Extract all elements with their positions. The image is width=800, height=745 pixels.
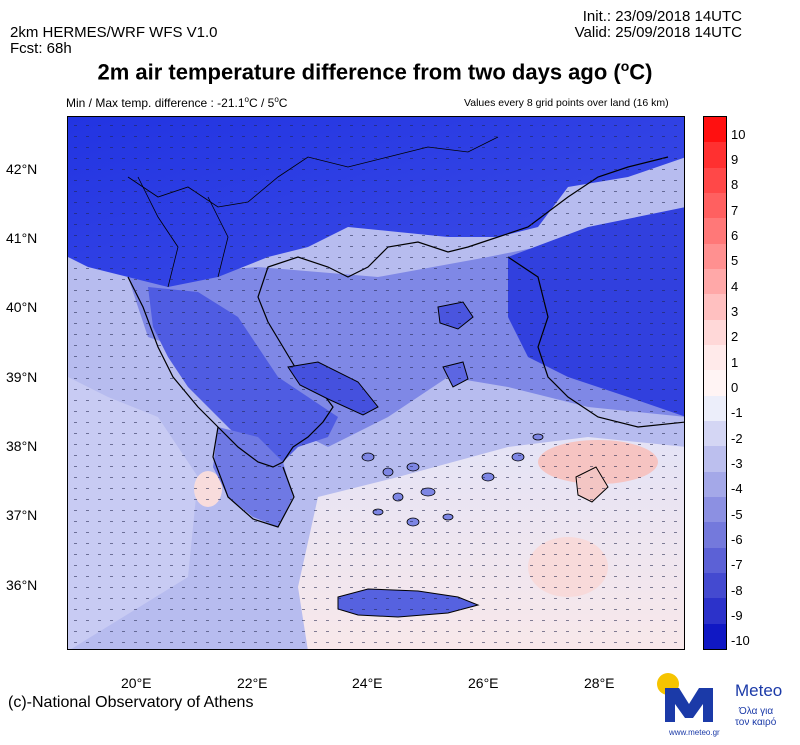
warm-patch-south	[528, 537, 608, 597]
colorbar-segment	[704, 573, 726, 599]
colorbar-segment	[704, 370, 726, 397]
colorbar-segment	[704, 623, 726, 650]
colorbar-segment	[704, 446, 726, 473]
chios	[442, 361, 469, 388]
brand-tagline-2: τον καιρό	[735, 716, 777, 728]
lat-label-36: 36°N	[6, 577, 38, 593]
grid-values	[74, 125, 677, 643]
colorbar-segment	[704, 142, 726, 169]
brand-name: Meteo	[735, 681, 782, 700]
colorbar-segment	[704, 395, 726, 422]
lat-label-42: 42°N	[6, 161, 38, 177]
colorbar-segment	[704, 345, 726, 371]
cyclades-islands	[361, 433, 544, 527]
lat-label-38: 38°N	[6, 438, 38, 454]
crete	[337, 588, 480, 618]
lat-label-39: 39°N	[6, 369, 38, 385]
coastline-main	[127, 156, 669, 468]
lat-label-40: 40°N	[6, 299, 38, 315]
country-border-west	[137, 176, 229, 288]
colorbar-label: 3	[731, 304, 739, 319]
colorbar-segment	[704, 218, 726, 245]
colorbar-segment	[704, 319, 726, 346]
lon-label-20: 20°E	[121, 675, 152, 691]
lon-label-24: 24°E	[352, 675, 383, 691]
colorbar-segment	[704, 243, 726, 270]
colorbar-label: 7	[731, 202, 739, 218]
colorbar-segment	[704, 294, 726, 321]
colorbar-label: 2	[731, 329, 739, 345]
colorbar-segment	[704, 547, 726, 574]
lon-label-22: 22°E	[237, 675, 268, 691]
colorbar-label: 4	[731, 278, 739, 294]
colorbar-label: -4	[731, 481, 743, 497]
temperature-map	[67, 116, 685, 650]
lon-label-28: 28°E	[584, 675, 615, 691]
colorbar-label: -7	[731, 557, 743, 573]
lon-label-26: 26°E	[468, 675, 499, 691]
colorbar-label: -8	[731, 582, 743, 598]
euboea	[287, 361, 379, 416]
peloponnese	[213, 427, 293, 527]
colorbar-label: -2	[731, 430, 743, 446]
colorbar	[703, 116, 727, 650]
brand-url: www.meteo.gr	[668, 728, 720, 737]
forecast-hour: Fcst: 68h	[10, 40, 72, 57]
lat-label-41: 41°N	[6, 230, 38, 246]
colorbar-segment	[704, 269, 726, 295]
map-canvas	[68, 117, 684, 649]
colorbar-label: -3	[731, 456, 743, 471]
colorbar-segment	[704, 598, 726, 625]
brand-tagline-1: Όλα για	[738, 706, 773, 717]
colorbar-label: 5	[731, 253, 739, 269]
rhodes	[575, 466, 609, 503]
meteo-logo: Meteo Όλα για τον καιρό www.meteo.gr	[655, 670, 795, 740]
colorbar-label: -5	[731, 506, 743, 522]
warm-patch-dodecanese	[538, 440, 658, 484]
lat-label-37: 37°N	[6, 507, 38, 523]
colorbar-label: -9	[731, 608, 743, 623]
map-title: 2m air temperature difference from two d…	[97, 58, 653, 85]
colorbar-segment	[704, 497, 726, 523]
colorbar-label: -6	[731, 532, 743, 547]
lesvos	[437, 301, 474, 330]
colorbar-segment	[704, 522, 726, 549]
colorbar-label: -10	[731, 633, 750, 649]
colorbar-label: 1	[731, 354, 739, 370]
colorbar-segment	[704, 421, 726, 447]
colorbar-segment	[704, 117, 726, 143]
colorbar-segment	[704, 193, 726, 219]
credit-text: (c)-National Observatory of Athens	[8, 694, 254, 711]
m-logo-icon	[665, 688, 713, 722]
colorbar-label: 10	[731, 126, 746, 142]
colorbar-label: 8	[731, 177, 739, 193]
minmax-label: Min / Max temp. difference : -21.1oC / 5…	[66, 95, 288, 110]
colorbar-label: 0	[731, 380, 739, 395]
colorbar-segment	[704, 167, 726, 194]
values-note: Values every 8 grid points over land (16…	[464, 97, 669, 109]
init-time: Init.: 23/09/2018 14UTC	[582, 8, 742, 25]
colorbar-segment	[704, 471, 726, 498]
cold-core-anatolia	[508, 207, 684, 417]
colorbar-label: 6	[731, 228, 739, 243]
coastline-anatolia	[507, 256, 684, 428]
model-label: 2km HERMES/WRF WFS V1.0	[10, 24, 218, 41]
valid-time: Valid: 25/09/2018 14UTC	[574, 24, 742, 41]
colorbar-label: -1	[731, 405, 743, 421]
coastline-peloponnese	[212, 426, 295, 528]
colorbar-label: 9	[731, 152, 739, 167]
